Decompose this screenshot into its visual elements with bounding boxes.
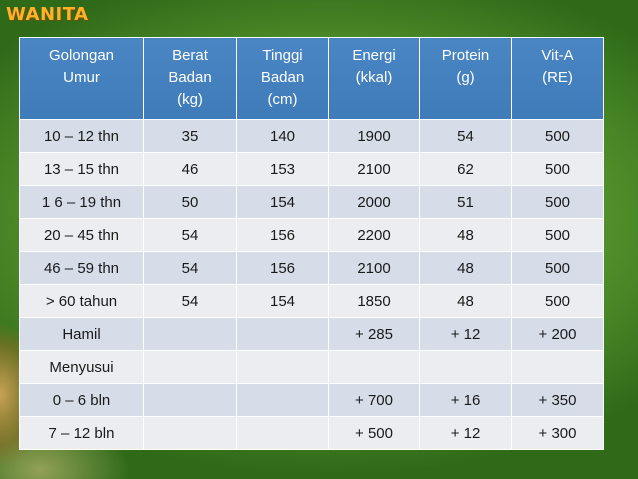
cell-weight: 54: [143, 251, 237, 285]
cell-weight: [143, 317, 237, 351]
cell-vitamin-a: + 200: [511, 317, 604, 351]
header-row: Golongan Umur Berat Badan (kg) Tinggi Badan (cm…: [19, 37, 604, 120]
header-golongan-umur: Golongan Umur: [19, 37, 144, 120]
cell-energy: [328, 350, 420, 384]
cell-age-group: 10 – 12 thn: [19, 119, 144, 153]
cell-energy: 1850: [328, 284, 420, 318]
table-row: Hamil + 285 + 12 + 200: [19, 317, 604, 351]
cell-weight: [143, 416, 237, 450]
cell-weight: 50: [143, 185, 237, 219]
cell-age-group: 20 – 45 thn: [19, 218, 144, 252]
table-row: 20 – 45 thn 54 156 2200 48 500: [19, 218, 604, 252]
table-row: Menyusui: [19, 350, 604, 384]
cell-protein: 48: [419, 218, 512, 252]
table-body: 10 – 12 thn 35 140 1900 54 500 13 – 15 thn 46 15…: [19, 119, 604, 450]
cell-age-group: Hamil: [19, 317, 144, 351]
table-row: > 60 tahun 54 154 1850 48 500: [19, 284, 604, 318]
header-text-line: Tinggi: [262, 47, 303, 64]
cell-age-group: 13 – 15 thn: [19, 152, 144, 186]
header-tinggi-badan: Tinggi Badan (cm): [236, 37, 329, 120]
header-text-line: (cm): [267, 91, 298, 108]
cell-weight: 54: [143, 284, 237, 318]
header-berat-badan: Berat Badan (kg): [143, 37, 237, 120]
header-text-line: Golongan: [48, 47, 115, 64]
header-text-line: Vit-A: [541, 47, 574, 64]
cell-weight: [143, 350, 237, 384]
cell-height: [236, 383, 329, 417]
slide-title: WANITA: [6, 4, 89, 25]
table-row: 1 6 – 19 thn 50 154 2000 51 500: [19, 185, 604, 219]
cell-energy: + 700: [328, 383, 420, 417]
header-protein: Protein (g): [419, 37, 512, 120]
header-text-line: Berat: [172, 47, 208, 64]
cell-height: 154: [236, 284, 329, 318]
header-text-line: Energi: [352, 47, 396, 64]
cell-height: 156: [236, 218, 329, 252]
cell-protein: 54: [419, 119, 512, 153]
cell-energy: 2200: [328, 218, 420, 252]
cell-height: 154: [236, 185, 329, 219]
table-row: 13 – 15 thn 46 153 2100 62 500: [19, 152, 604, 186]
cell-energy: + 285: [328, 317, 420, 351]
cell-vitamin-a: + 350: [511, 383, 604, 417]
cell-protein: 51: [419, 185, 512, 219]
table-row: 10 – 12 thn 35 140 1900 54 500: [19, 119, 604, 153]
nutrition-table-container: Golongan Umur Berat Badan (kg) Tinggi Badan (cm…: [19, 37, 604, 450]
cell-height: [236, 416, 329, 450]
cell-age-group: 46 – 59 thn: [19, 251, 144, 285]
cell-age-group: Menyusui: [19, 350, 144, 384]
cell-protein: + 12: [419, 416, 512, 450]
cell-energy: 2100: [328, 251, 420, 285]
cell-height: 153: [236, 152, 329, 186]
cell-energy: 1900: [328, 119, 420, 153]
cell-protein: 48: [419, 251, 512, 285]
cell-protein: + 16: [419, 383, 512, 417]
cell-age-group: 0 – 6 bln: [19, 383, 144, 417]
table-row: 7 – 12 bln + 500 + 12 + 300: [19, 416, 604, 450]
cell-vitamin-a: 500: [511, 152, 604, 186]
cell-protein: [419, 350, 512, 384]
header-text-line: (RE): [542, 69, 573, 86]
table-row: 46 – 59 thn 54 156 2100 48 500: [19, 251, 604, 285]
header-vit-a: Vit-A (RE): [511, 37, 604, 120]
cell-vitamin-a: 500: [511, 218, 604, 252]
cell-vitamin-a: 500: [511, 185, 604, 219]
cell-weight: 54: [143, 218, 237, 252]
cell-vitamin-a: + 300: [511, 416, 604, 450]
header-text-line: Badan: [168, 69, 212, 86]
cell-height: 140: [236, 119, 329, 153]
cell-vitamin-a: 500: [511, 251, 604, 285]
table-row: 0 – 6 bln + 700 + 16 + 350: [19, 383, 604, 417]
header-text-line: Protein: [441, 47, 490, 64]
table-header: Golongan Umur Berat Badan (kg) Tinggi Badan (cm…: [19, 37, 604, 120]
header-text-line: (g): [456, 69, 475, 86]
cell-vitamin-a: 500: [511, 119, 604, 153]
cell-age-group: 7 – 12 bln: [19, 416, 144, 450]
cell-protein: 62: [419, 152, 512, 186]
cell-height: [236, 317, 329, 351]
cell-energy: 2100: [328, 152, 420, 186]
cell-weight: 35: [143, 119, 237, 153]
cell-height: [236, 350, 329, 384]
cell-energy: 2000: [328, 185, 420, 219]
header-text-line: Badan: [260, 69, 305, 86]
cell-weight: 46: [143, 152, 237, 186]
header-text-line: (kkal): [355, 69, 393, 86]
cell-protein: + 12: [419, 317, 512, 351]
cell-age-group: 1 6 – 19 thn: [19, 185, 144, 219]
cell-vitamin-a: [511, 350, 604, 384]
header-energi: Energi (kkal): [328, 37, 420, 120]
cell-age-group: > 60 tahun: [19, 284, 144, 318]
nutrition-table: Golongan Umur Berat Badan (kg) Tinggi Badan (cm…: [19, 37, 604, 450]
cell-vitamin-a: 500: [511, 284, 604, 318]
header-text-line: Umur: [63, 69, 100, 86]
header-text-line: (kg): [177, 91, 203, 108]
cell-height: 156: [236, 251, 329, 285]
cell-energy: + 500: [328, 416, 420, 450]
cell-protein: 48: [419, 284, 512, 318]
cell-weight: [143, 383, 237, 417]
